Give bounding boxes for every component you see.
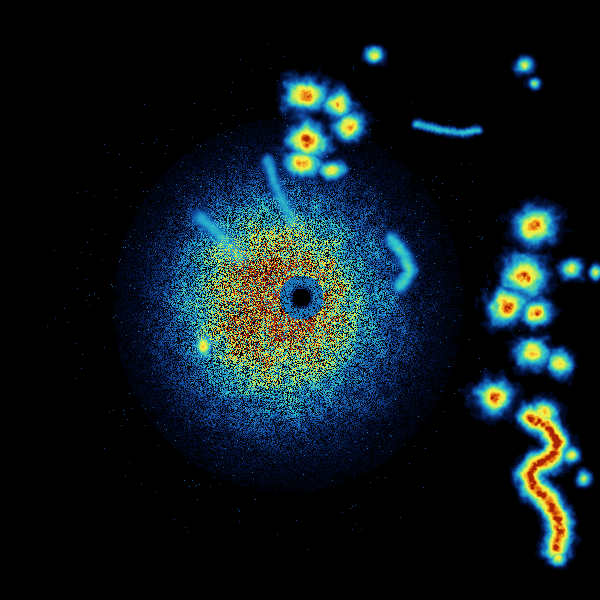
false-color-intensity-map — [0, 0, 600, 600]
image-canvas-container — [0, 0, 600, 600]
